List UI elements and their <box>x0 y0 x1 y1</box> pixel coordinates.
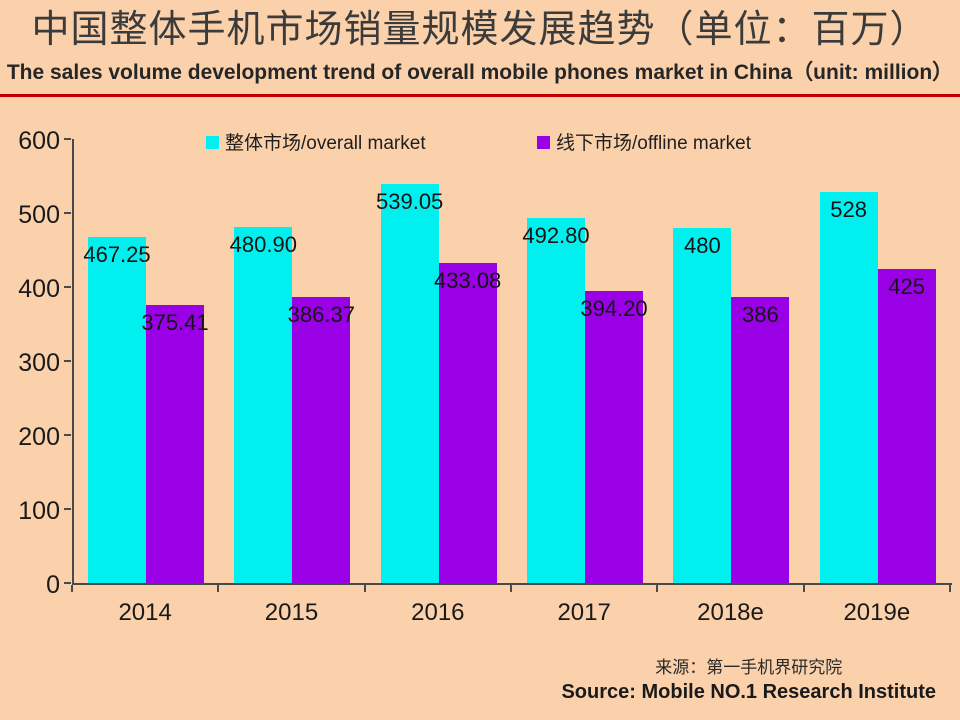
bar-overall-market-2016 <box>380 184 439 583</box>
y-axis-tick-label: 400 <box>18 275 60 303</box>
y-axis-tick <box>64 360 71 362</box>
x-axis-label-2015: 2015 <box>264 599 319 626</box>
y-axis-tick-label: 300 <box>18 349 60 377</box>
x-axis-tick <box>802 585 805 592</box>
y-axis-tick <box>64 508 71 510</box>
y-axis-tick <box>64 212 71 214</box>
legend-label-offline-market: 线下市场/offline market <box>556 132 751 154</box>
bar-offline-market-2014 <box>146 305 204 583</box>
bar-label-overall-market-2016: 539.05 <box>376 189 444 215</box>
bar-overall-market-2015 <box>234 227 293 583</box>
bar-label-overall-market-2018e: 480 <box>683 232 721 258</box>
legend-swatch-offline-market-icon <box>537 136 550 149</box>
bar-label-overall-market-2019e: 528 <box>830 197 868 223</box>
bar-overall-market-2014 <box>88 237 146 583</box>
bar-label-overall-market-2017: 492.80 <box>522 223 590 249</box>
bar-label-overall-market-2015: 480.90 <box>229 232 297 258</box>
legend-item-overall-market: 整体市场/overall market <box>206 129 426 154</box>
x-axis-label-2019e: 2019e <box>843 599 911 626</box>
legend-label-overall-market: 整体市场/overall market <box>225 132 426 154</box>
source-text-chinese: 来源：第一手机界研究院 <box>655 658 843 677</box>
y-axis-tick <box>64 434 71 436</box>
title-divider-line <box>0 94 960 97</box>
plot-area: 467.25 375.41 480.90 386.37 539.05 433.08 492.… <box>72 139 952 585</box>
x-axis-label-2017: 2017 <box>557 599 611 626</box>
source-note: 来源：第一手机界研究院 Source: Mobile NO.1 Research… <box>561 653 936 704</box>
x-axis-label-2018e: 2018e <box>697 599 764 626</box>
bar-label-offline-market-2018e: 386 <box>741 302 779 328</box>
chart-subtitle: The sales volume development trend of ov… <box>6 61 954 84</box>
bar-offline-market-2019e <box>877 268 936 583</box>
x-axis-tick <box>949 585 951 592</box>
y-axis-tick <box>64 286 71 288</box>
bar-offline-market-2016 <box>438 262 497 583</box>
y-axis-tick-label: 500 <box>18 201 60 229</box>
x-axis-tick <box>217 585 220 592</box>
bar-offline-market-2015 <box>292 297 351 583</box>
y-axis-tick <box>64 582 71 584</box>
x-axis-tick <box>510 585 512 592</box>
bar-label-offline-market-2014: 375.41 <box>141 310 209 336</box>
x-axis-tick <box>656 585 659 592</box>
bar-offline-market-2018e <box>731 297 790 583</box>
bar-overall-market-2017 <box>527 218 585 583</box>
y-axis-tick-label: 200 <box>18 423 60 451</box>
y-axis-tick <box>64 138 71 140</box>
y-axis-tick-label: 100 <box>18 497 60 525</box>
y-axis-tick-label: 0 <box>46 571 60 599</box>
bar-offline-market-2017 <box>585 291 643 583</box>
x-axis-tick <box>363 585 366 592</box>
x-axis-tick <box>71 585 73 592</box>
bar-label-offline-market-2016: 433.08 <box>434 267 502 293</box>
bar-overall-market-2019e <box>819 192 878 583</box>
source-text-english: Source: Mobile NO.1 Research Institute <box>561 681 936 703</box>
bar-label-offline-market-2015: 386.37 <box>287 302 355 328</box>
bar-label-offline-market-2019e: 425 <box>888 273 926 299</box>
bar-label-offline-market-2017: 394.20 <box>580 296 648 322</box>
chart-title: 中国整体手机市场销量规模发展趋势（单位：百万） <box>31 9 929 51</box>
x-axis-label-2016: 2016 <box>411 599 465 626</box>
y-axis-tick-label: 600 <box>18 127 60 155</box>
bar-label-overall-market-2014: 467.25 <box>83 242 151 268</box>
bar-overall-market-2018e <box>673 227 732 583</box>
legend-swatch-overall-market-icon <box>206 136 219 149</box>
legend-item-offline-market: 线下市场/offline market <box>537 129 751 154</box>
x-axis-label-2014: 2014 <box>118 599 172 626</box>
